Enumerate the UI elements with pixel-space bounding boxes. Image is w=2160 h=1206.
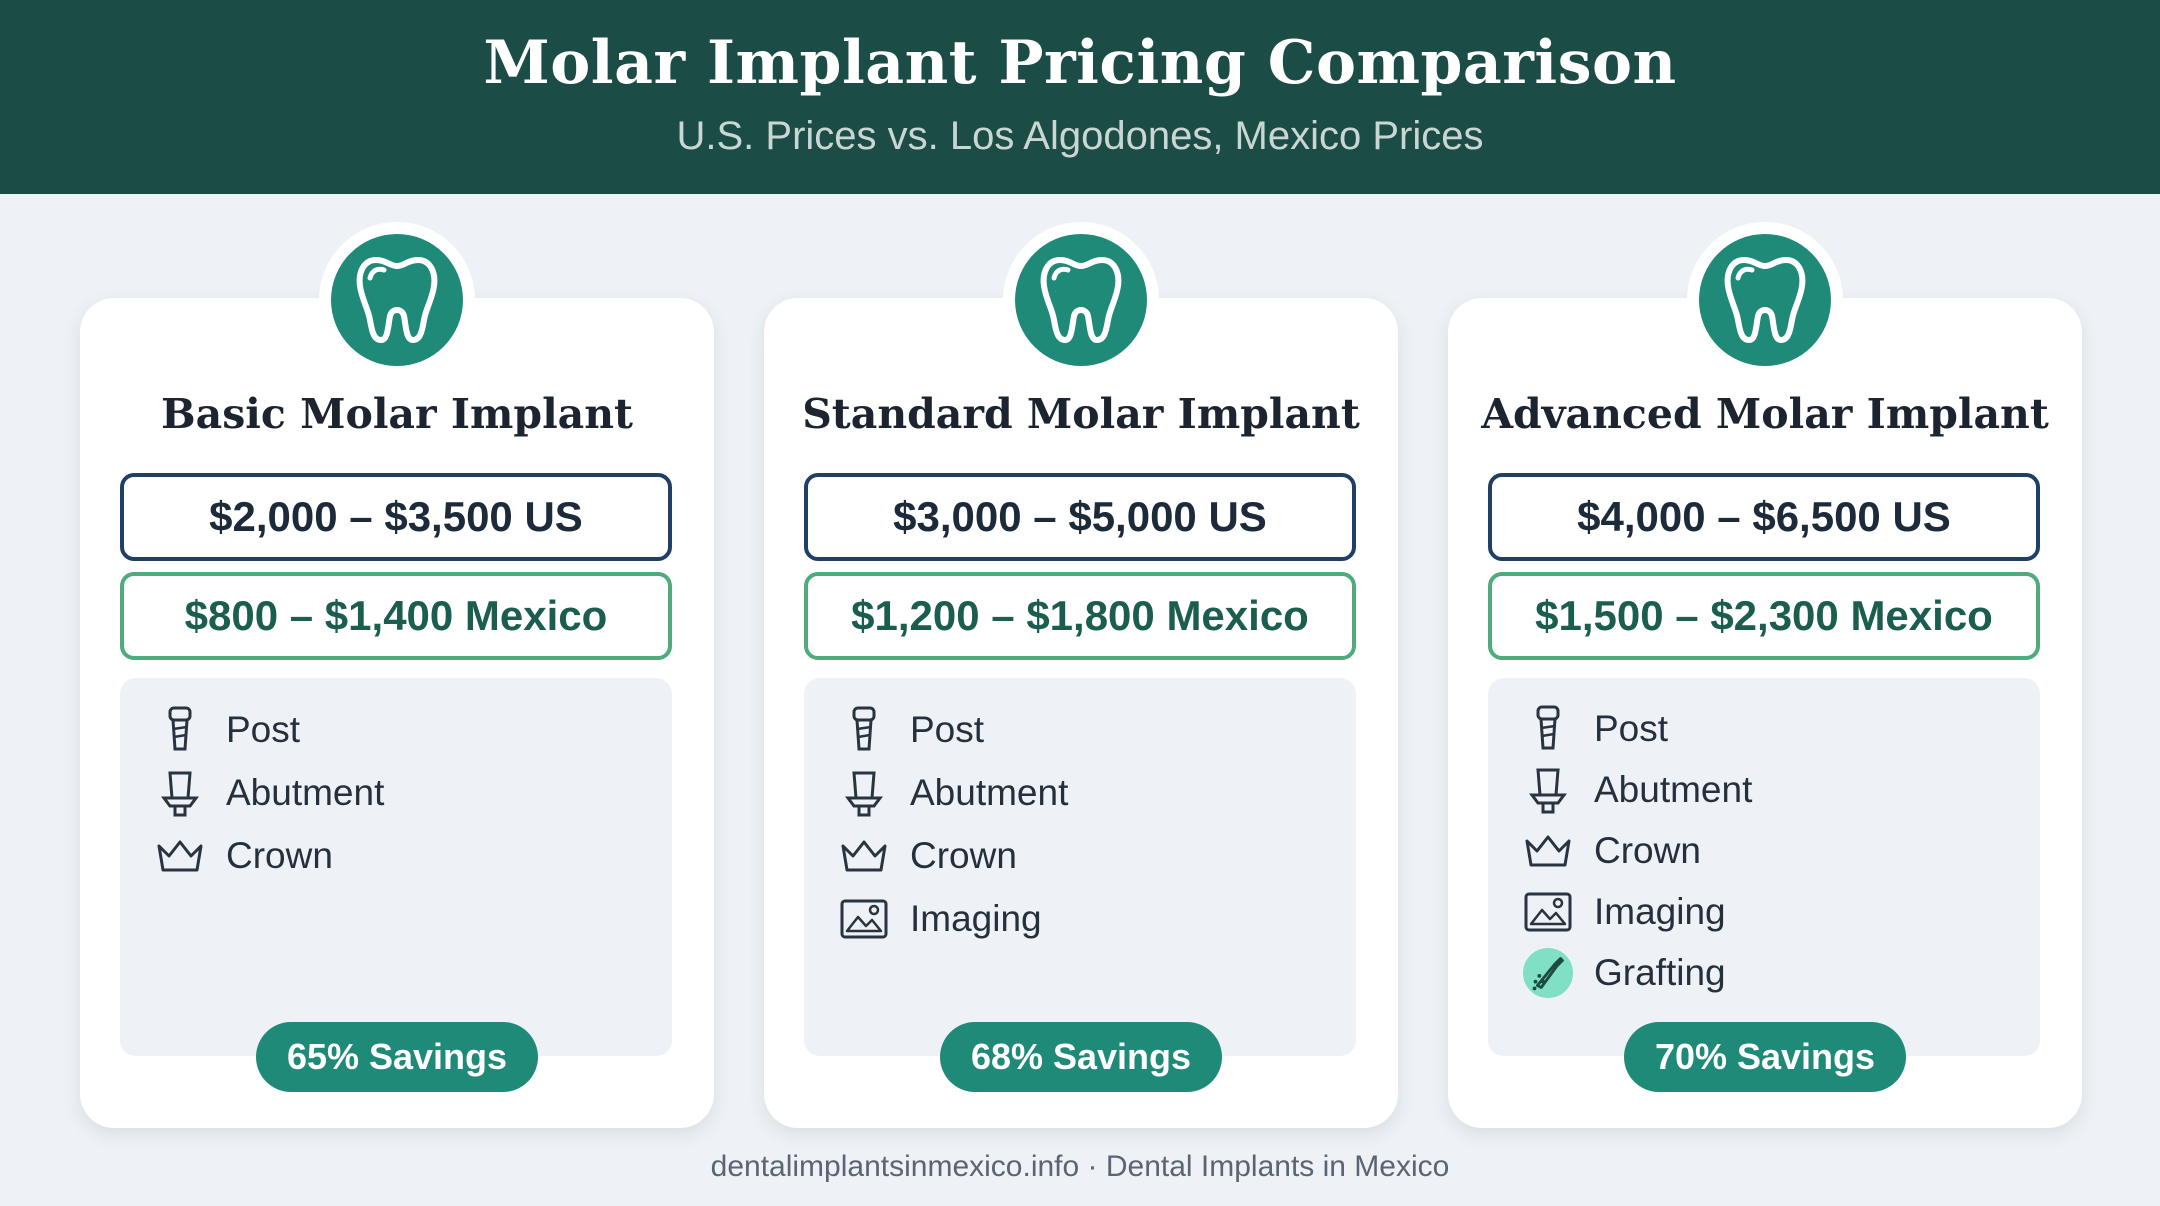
grafting-icon bbox=[1522, 947, 1574, 999]
card-title: Advanced Molar Implant bbox=[1481, 390, 2049, 438]
feature-label: Imaging bbox=[1594, 890, 1726, 932]
tooth-badge bbox=[1003, 222, 1159, 378]
feature-item: Abutment bbox=[154, 761, 672, 824]
abutment-icon bbox=[154, 767, 206, 819]
mexico-price-box: $800 – $1,400 Mexico bbox=[120, 572, 672, 660]
feature-item: Abutment bbox=[1522, 759, 2040, 820]
footer-credit: dentalimplantsinmexico.info · Dental Imp… bbox=[710, 1150, 1450, 1183]
post-icon bbox=[1522, 703, 1574, 755]
tooth-icon bbox=[331, 234, 463, 366]
pricing-card-standard: Standard Molar Implant $3,000 – $5,000 U… bbox=[764, 298, 1398, 1128]
feature-item: Crown bbox=[1522, 820, 2040, 881]
card-title: Basic Molar Implant bbox=[161, 390, 633, 438]
savings-badge: 70% Savings bbox=[1624, 1022, 1906, 1092]
image-icon bbox=[1522, 886, 1574, 938]
post-icon bbox=[838, 704, 890, 756]
page-subtitle: U.S. Prices vs. Los Algodones, Mexico Pr… bbox=[676, 114, 1484, 158]
feature-label: Imaging bbox=[910, 897, 1042, 939]
feature-label: Post bbox=[910, 708, 985, 750]
feature-label: Crown bbox=[910, 834, 1017, 876]
mexico-price-box: $1,500 – $2,300 Mexico bbox=[1488, 572, 2040, 660]
post-icon bbox=[154, 704, 206, 756]
feature-item: Crown bbox=[154, 824, 672, 887]
feature-item: Imaging bbox=[838, 887, 1356, 950]
feature-list: Post Abutment Crown Imaging Grafting bbox=[1488, 678, 2040, 1056]
tooth-badge bbox=[319, 222, 475, 378]
abutment-icon bbox=[1522, 764, 1574, 816]
feature-label: Crown bbox=[226, 834, 333, 876]
feature-item: Abutment bbox=[838, 761, 1356, 824]
mexico-price-box: $1,200 – $1,800 Mexico bbox=[804, 572, 1356, 660]
image-icon bbox=[838, 893, 890, 945]
crown-icon bbox=[838, 830, 890, 882]
page-title: Molar Implant Pricing Comparison bbox=[483, 28, 1677, 98]
pricing-card-advanced: Advanced Molar Implant $4,000 – $6,500 U… bbox=[1448, 298, 2082, 1128]
card-title: Standard Molar Implant bbox=[802, 390, 1360, 438]
feature-label: Crown bbox=[1594, 829, 1701, 871]
feature-label: Abutment bbox=[1594, 768, 1753, 810]
feature-item: Post bbox=[1522, 698, 2040, 759]
header-banner: Molar Implant Pricing Comparison U.S. Pr… bbox=[0, 0, 2160, 194]
feature-item: Imaging bbox=[1522, 881, 2040, 942]
savings-badge: 65% Savings bbox=[256, 1022, 538, 1092]
savings-badge: 68% Savings bbox=[940, 1022, 1222, 1092]
feature-label: Post bbox=[1594, 707, 1669, 749]
feature-label: Abutment bbox=[910, 771, 1069, 813]
crown-icon bbox=[1522, 825, 1574, 877]
feature-item: Post bbox=[838, 698, 1356, 761]
tooth-icon bbox=[1699, 234, 1831, 366]
feature-label: Abutment bbox=[226, 771, 385, 813]
feature-label: Post bbox=[226, 708, 301, 750]
tooth-badge bbox=[1687, 222, 1843, 378]
feature-item: Crown bbox=[838, 824, 1356, 887]
pricing-card-basic: Basic Molar Implant $2,000 – $3,500 US $… bbox=[80, 298, 714, 1128]
feature-label: Grafting bbox=[1594, 951, 1726, 993]
us-price-box: $3,000 – $5,000 US bbox=[804, 473, 1356, 561]
crown-icon bbox=[154, 830, 206, 882]
feature-list: Post Abutment Crown Imaging bbox=[804, 678, 1356, 1056]
feature-list: Post Abutment Crown bbox=[120, 678, 672, 1056]
feature-item: Post bbox=[154, 698, 672, 761]
us-price-box: $2,000 – $3,500 US bbox=[120, 473, 672, 561]
feature-item: Grafting bbox=[1522, 942, 2040, 1003]
us-price-box: $4,000 – $6,500 US bbox=[1488, 473, 2040, 561]
abutment-icon bbox=[838, 767, 890, 819]
tooth-icon bbox=[1015, 234, 1147, 366]
